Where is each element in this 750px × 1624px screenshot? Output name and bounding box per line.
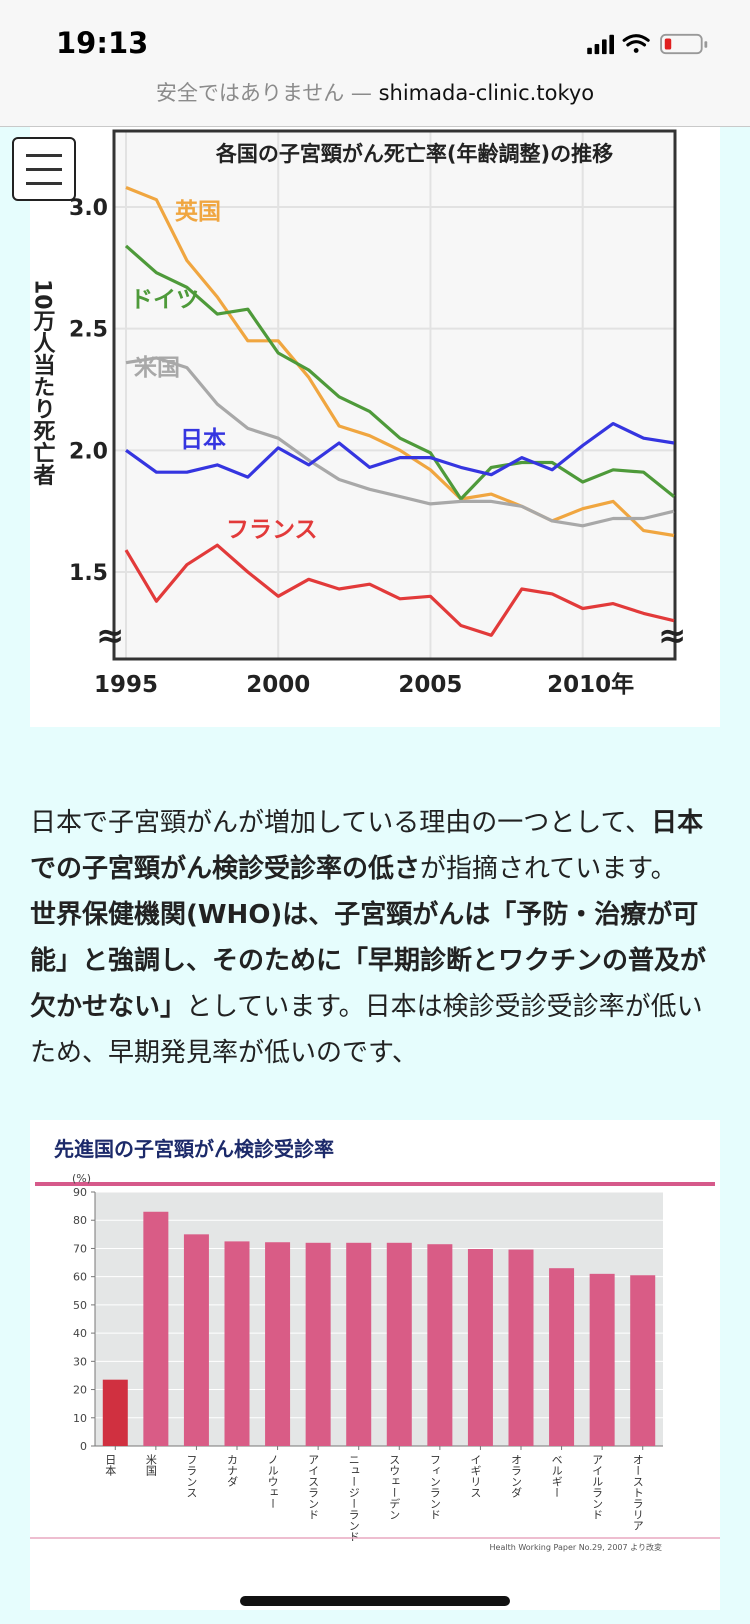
paragraph-2-tail: としています。日本は検診受診受診率が低いため、早期発見率が低いのです、 bbox=[30, 992, 703, 1068]
title-underline bbox=[35, 1182, 715, 1186]
series-label: ドイツ bbox=[130, 287, 199, 313]
y-tick-label: 80 bbox=[73, 1214, 87, 1227]
x-tick-label: 2005 bbox=[398, 672, 462, 698]
y-tick-label: 2.0 bbox=[69, 439, 108, 464]
paragraph-1: 日本で子宮頸がんが増加している理由の一つとして、日本での子宮頸がん検診受診率の低… bbox=[30, 800, 720, 892]
x-tick-label: 2000 bbox=[246, 672, 310, 698]
mortality-chart: 各国の子宮頸がん死亡率(年齢調整)の推移 3.0 2.5 2.0 1.5 10万人当たり死… bbox=[30, 127, 720, 727]
x-tick-label: ニュージーランド bbox=[347, 1454, 360, 1542]
screening-rate-chart: 先進国の子宮頸がん検診受診率 0 10 20 30 40 50 60 70 80 90 (%) 日本 米国… bbox=[30, 1120, 720, 1610]
y-tick-label: 50 bbox=[73, 1299, 87, 1312]
chart-title: 先進国の子宮頸がん検診受診率 bbox=[54, 1137, 334, 1161]
battery-low-icon bbox=[660, 33, 708, 55]
x-tick-label: ベルギー bbox=[550, 1454, 563, 1498]
bar bbox=[386, 1242, 412, 1446]
y-tick-label: 90 bbox=[73, 1186, 87, 1199]
y-axis-label: (%) bbox=[72, 1172, 91, 1185]
y-axis-label: 10万人当たり死亡者 bbox=[30, 279, 57, 487]
bar bbox=[183, 1234, 209, 1446]
y-tick-label: 1.5 bbox=[69, 561, 108, 586]
chart-title: 各国の子宮頸がん死亡率(年齢調整)の推移 bbox=[215, 142, 613, 166]
series-line bbox=[125, 422, 675, 479]
bar bbox=[427, 1244, 453, 1446]
url-domain: shimada-clinic.tokyo bbox=[378, 81, 595, 105]
axis-break-symbol-left: ≈ bbox=[96, 616, 125, 656]
menu-icon-line bbox=[26, 168, 62, 171]
home-indicator[interactable] bbox=[240, 1596, 510, 1606]
series-label: 米国 bbox=[134, 355, 180, 381]
bar bbox=[508, 1249, 534, 1446]
wifi-icon bbox=[622, 34, 650, 53]
series-line bbox=[125, 186, 675, 538]
paragraph-1-tail: が指摘されています。 bbox=[420, 854, 677, 884]
menu-icon-line bbox=[26, 154, 62, 157]
y-tick-label: 20 bbox=[73, 1384, 87, 1397]
x-tick-label: イギリス bbox=[469, 1454, 482, 1498]
cellular-signal-icon bbox=[587, 34, 614, 55]
y-tick-label: 3.0 bbox=[69, 196, 108, 221]
screening-bar-chart: 先進国の子宮頸がん検診受診率 0 10 20 30 40 50 60 70 80 90(%) 日本 米国… bbox=[30, 1137, 720, 1552]
series-line bbox=[125, 356, 675, 528]
plot-frame bbox=[112, 129, 677, 661]
bar bbox=[265, 1242, 291, 1446]
x-tick-label: アイスランド bbox=[307, 1454, 320, 1520]
bar bbox=[467, 1249, 493, 1446]
y-tick-label: 2.5 bbox=[69, 318, 108, 343]
article-body: 日本で子宮頸がんが増加している理由の一つとして、日本での子宮頸がん検診受診率の低… bbox=[30, 800, 720, 1076]
x-tick-label: フィンランド bbox=[428, 1454, 441, 1520]
paragraph-2-bold: 世界保健機関(WHO)は、子宮頸がんは「予防・治療が可能」と強調し、そのために「… bbox=[30, 900, 707, 1022]
bar bbox=[305, 1242, 331, 1446]
menu-icon-line bbox=[26, 182, 62, 185]
x-tick-label: オーストラリア bbox=[631, 1454, 644, 1531]
paragraph-1-bold: 日本での子宮頸がん検診受診率の低さ bbox=[30, 808, 704, 884]
address-bar[interactable]: 安全ではありません — shimada-clinic.tokyo bbox=[0, 60, 750, 127]
x-tick-label: スウェーデン bbox=[388, 1454, 401, 1520]
x-tick-label: アイルランド bbox=[591, 1454, 604, 1520]
bar bbox=[589, 1273, 615, 1446]
x-tick-label: 日本 bbox=[104, 1454, 117, 1477]
x-tick-label: 米国 bbox=[144, 1454, 157, 1477]
bar bbox=[102, 1379, 128, 1446]
x-tick-label: オランダ bbox=[510, 1454, 523, 1498]
not-secure-warning: 安全ではありません — bbox=[155, 81, 379, 105]
series-label: 日本 bbox=[180, 427, 226, 453]
bar bbox=[224, 1241, 250, 1446]
y-tick-label: 10 bbox=[73, 1412, 87, 1425]
y-tick-label: 0 bbox=[80, 1440, 87, 1453]
bar bbox=[549, 1268, 575, 1446]
paragraph-2: 世界保健機関(WHO)は、子宮頸がんは「予防・治療が可能」と強調し、そのために「… bbox=[30, 892, 720, 1076]
hamburger-menu-button[interactable] bbox=[12, 137, 76, 201]
x-tick-label: 2010年 bbox=[547, 671, 634, 698]
mortality-line-chart: 各国の子宮頸がん死亡率(年齢調整)の推移 3.0 2.5 2.0 1.5 10万人当たり死… bbox=[30, 129, 687, 698]
x-tick-label: ノルウェー bbox=[266, 1454, 279, 1509]
y-tick-label: 70 bbox=[73, 1242, 87, 1255]
plot-area bbox=[95, 1192, 663, 1446]
series-line bbox=[124, 244, 676, 501]
x-tick-label: 1995 bbox=[94, 672, 158, 698]
x-tick-label: カナダ bbox=[226, 1454, 239, 1487]
bar bbox=[346, 1242, 372, 1446]
series-line bbox=[124, 543, 675, 637]
source-note: Health Working Paper No.29, 2007 より改変 bbox=[490, 1542, 662, 1552]
series-label: 英国 bbox=[175, 198, 221, 225]
bar bbox=[630, 1275, 656, 1446]
axis-break-symbol-right: ≈ bbox=[658, 616, 687, 656]
bar bbox=[143, 1211, 169, 1446]
status-time: 19:13 bbox=[56, 26, 149, 60]
paragraph-1-text: 日本で子宮頸がんが増加している理由の一つとして、 bbox=[30, 808, 652, 838]
y-tick-label: 40 bbox=[73, 1327, 87, 1340]
status-icons bbox=[587, 33, 708, 55]
x-tick-label: フランス bbox=[185, 1454, 198, 1498]
y-tick-label: 30 bbox=[73, 1355, 87, 1368]
series-label: フランス bbox=[226, 517, 318, 543]
y-tick-label: 60 bbox=[73, 1271, 87, 1284]
